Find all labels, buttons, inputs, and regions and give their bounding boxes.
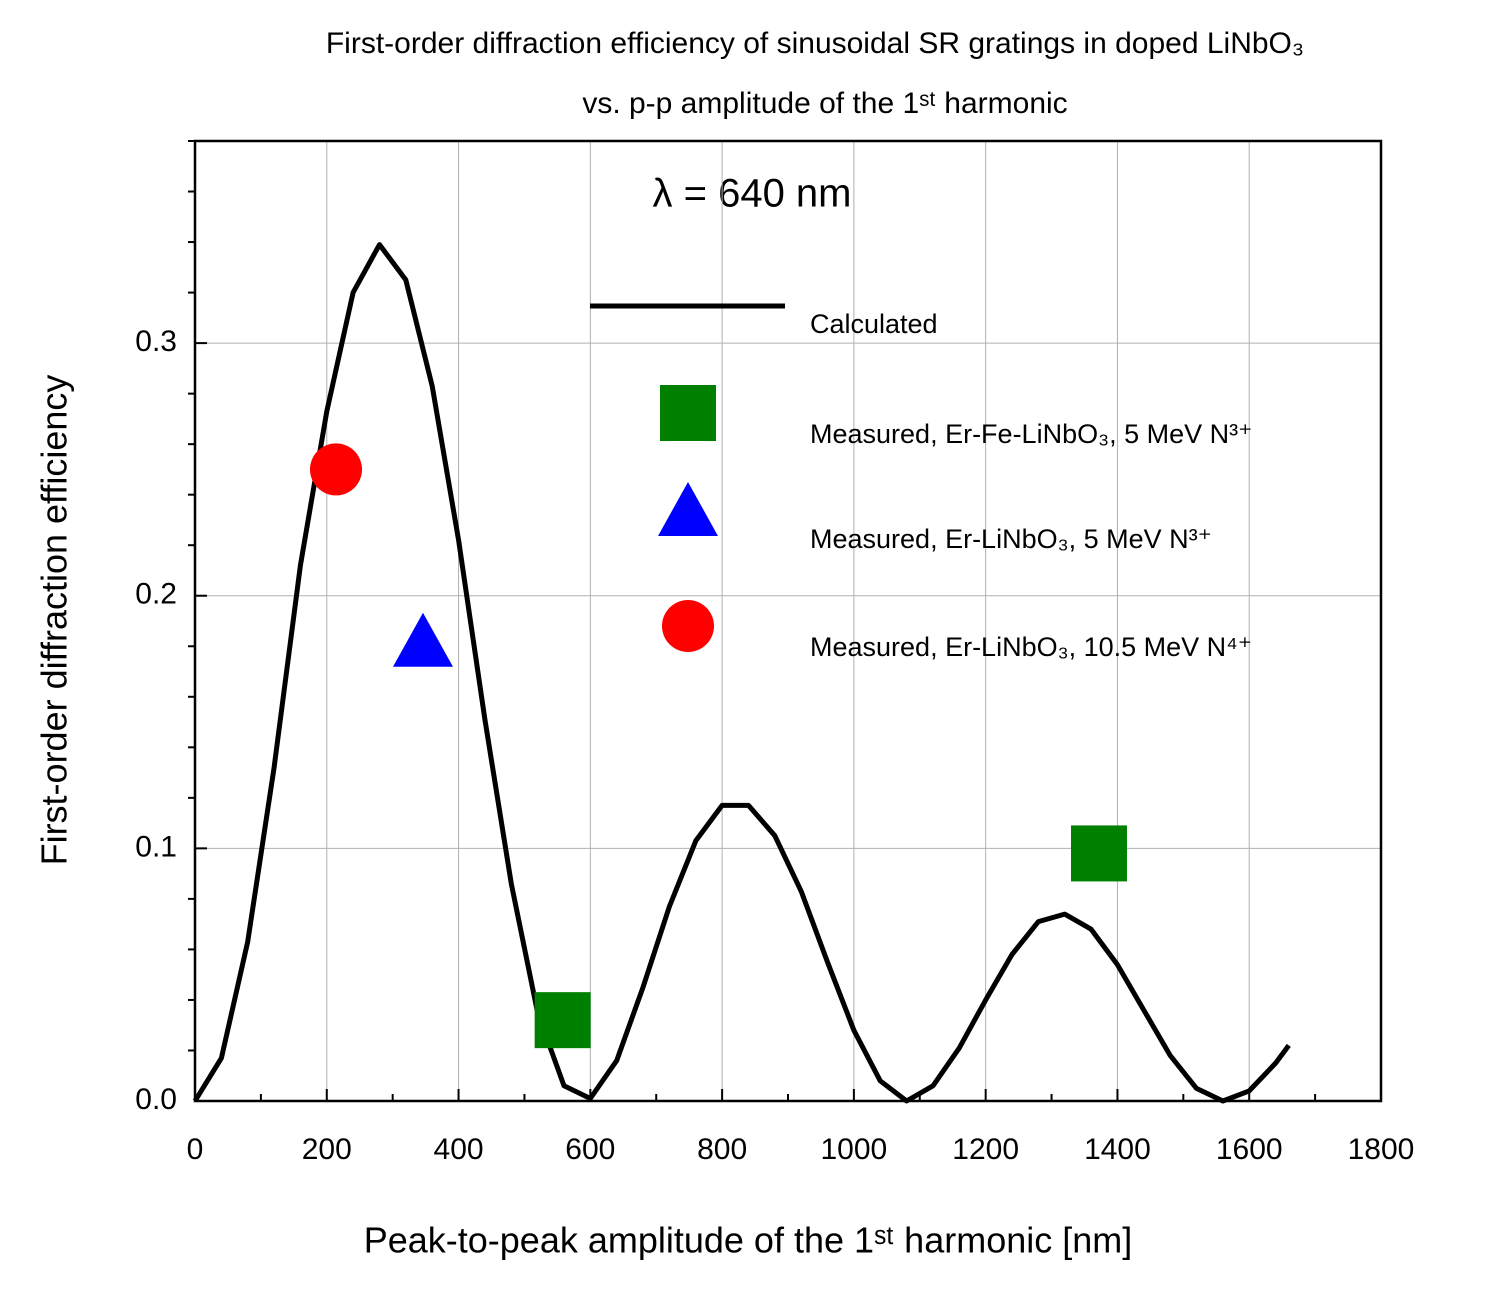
x-tick-label: 1000 <box>821 1133 888 1166</box>
marker-circle <box>310 443 363 496</box>
legend-marker <box>660 385 716 441</box>
x-tick-label: 400 <box>434 1133 484 1166</box>
legend-marker <box>658 482 718 536</box>
legend-label: Measured, Er-LiNbO₃, 5 MeV N³⁺ <box>810 524 1212 554</box>
y-tick-label: 0.1 <box>135 830 177 863</box>
legend-marker <box>662 600 714 652</box>
marker-square <box>1070 825 1127 882</box>
x-axis-label: Peak-to-peak amplitude of the 1ˢᵗ harmon… <box>364 1220 1133 1261</box>
y-tick-label: 0.3 <box>135 325 177 358</box>
annotation: λ = 640 nm <box>652 172 851 216</box>
x-tick-label: 600 <box>565 1133 615 1166</box>
x-tick-label: 1600 <box>1216 1133 1283 1166</box>
legend-label: Calculated <box>810 309 938 339</box>
chart-subtitle: vs. p-p amplitude of the 1ˢᵗ harmonic <box>582 87 1067 120</box>
chart-title: First-order diffraction efficiency of si… <box>326 27 1304 60</box>
x-tick-label: 1200 <box>952 1133 1019 1166</box>
legend-label: Measured, Er-Fe-LiNbO₃, 5 MeV N³⁺ <box>810 419 1252 449</box>
marker-square <box>534 992 591 1049</box>
legend-label: Measured, Er-LiNbO₃, 10.5 MeV N⁴⁺ <box>810 632 1252 662</box>
x-tick-label: 1800 <box>1348 1133 1415 1166</box>
y-tick-label: 0.2 <box>135 578 177 611</box>
y-tick-label: 0.0 <box>135 1083 177 1116</box>
x-tick-label: 0 <box>187 1133 204 1166</box>
data-line <box>192 242 1291 1104</box>
x-tick-label: 1400 <box>1084 1133 1151 1166</box>
plot-frame <box>193 139 1383 1103</box>
x-tick-label: 800 <box>697 1133 747 1166</box>
marker-triangle <box>392 612 453 667</box>
x-tick-label: 200 <box>302 1133 352 1166</box>
y-axis-label: First-order diffraction efficiency <box>34 375 75 866</box>
